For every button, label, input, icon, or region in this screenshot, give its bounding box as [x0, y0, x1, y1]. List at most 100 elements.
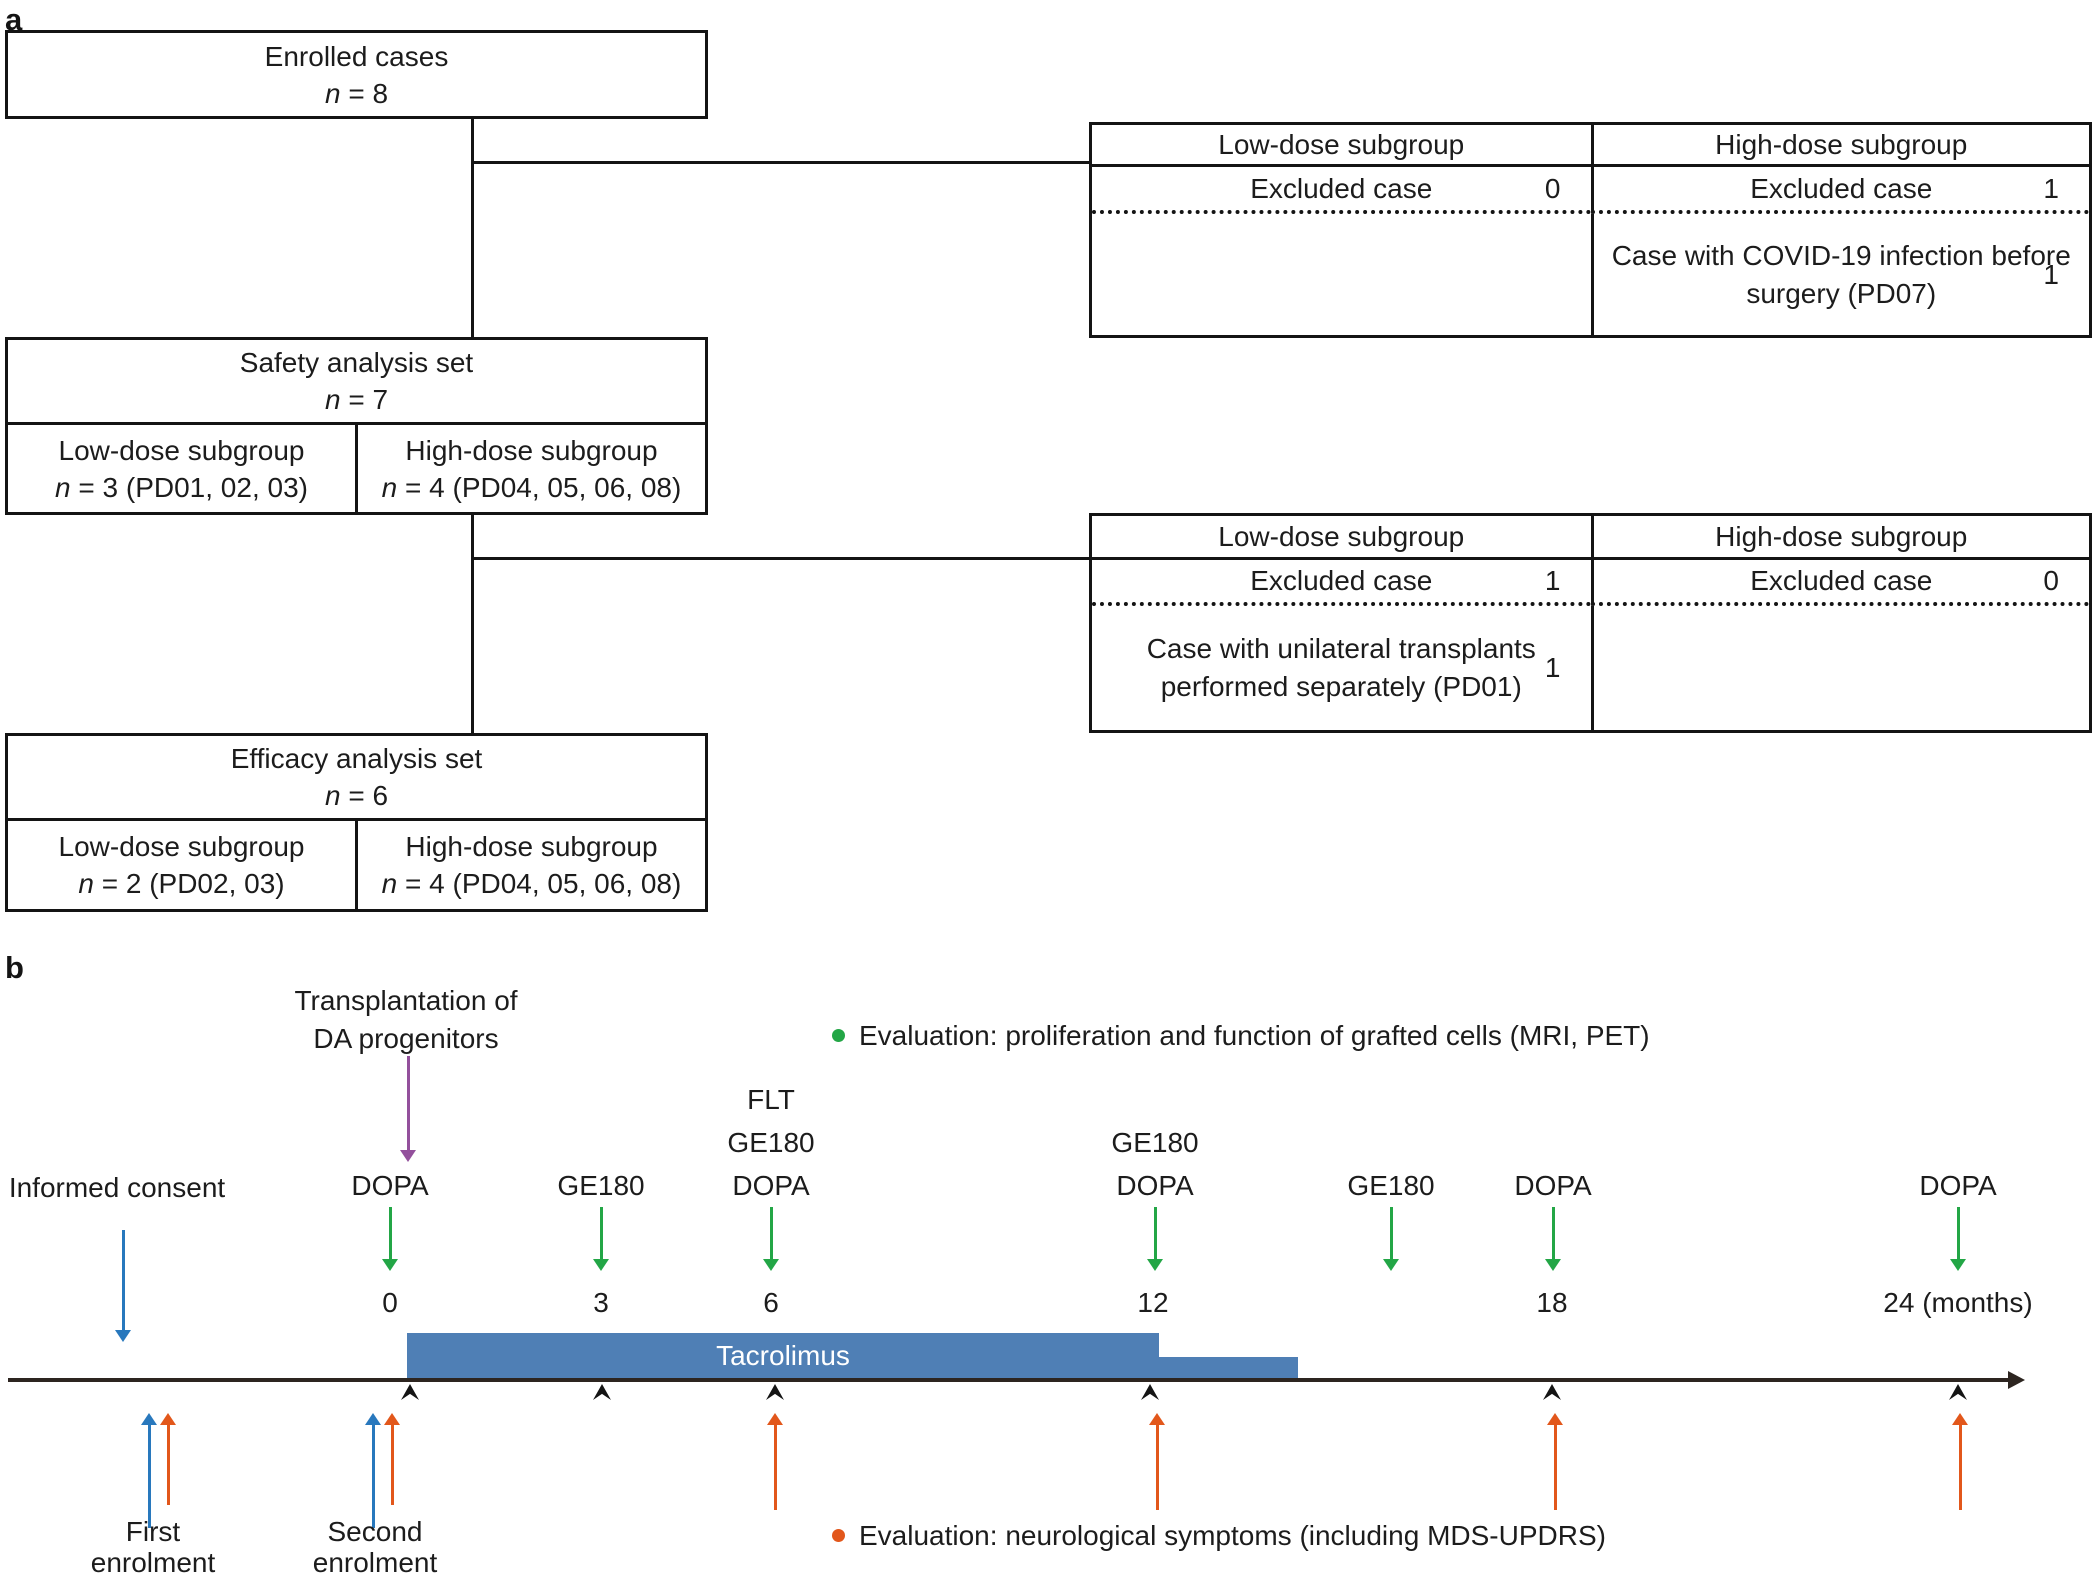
connector-to-exclusion-table-1	[473, 161, 1089, 164]
transplantation-arrow	[400, 1056, 416, 1162]
scan-label: DOPA	[1514, 1170, 1592, 1201]
exclusion2-high-excluded-label: Excluded case	[1750, 565, 1933, 596]
scan-label: DOPA	[1116, 1170, 1194, 1201]
pet-scan-arrow-month-3	[593, 1207, 609, 1271]
exclusion2-low-detail-value: 1	[1544, 652, 1561, 683]
first-enrolment-label: First enrolment	[91, 1516, 216, 1578]
month-label-24: 24 (months)	[1883, 1287, 2033, 1318]
panel-a-label: a	[5, 2, 23, 37]
scan-label: DOPA	[1919, 1170, 1997, 1201]
exclusion-table-1: Low-dose subgroup High-dose subgroup Exc…	[1089, 122, 2092, 338]
scan-label: GE180	[557, 1170, 645, 1201]
legend-imaging: Evaluation: proliferation and function o…	[832, 1017, 1650, 1054]
exclusion2-high-header: High-dose subgroup	[1590, 516, 2089, 560]
neuro-eval-arrow-month-6	[767, 1413, 783, 1510]
efficacy-high-dose-cell: High-dose subgroup n = 4 (PD04, 05, 06, …	[358, 821, 705, 909]
exclusion2-high-excluded-row: Excluded case 0	[1590, 560, 2089, 606]
safety-high-dose-cell: High-dose subgroup n = 4 (PD04, 05, 06, …	[358, 425, 705, 512]
efficacy-high-title: High-dose subgroup	[405, 831, 658, 862]
exclusion1-high-detail-value: 1	[2043, 258, 2059, 290]
tacrolimus-label: Tacrolimus	[716, 1339, 850, 1371]
exclusion2-low-excluded-label: Excluded case	[1250, 565, 1433, 596]
neuro-eval-arrow-first-enrolment	[160, 1413, 176, 1505]
pet-scan-arrow-month-0	[382, 1207, 398, 1271]
scan-label: FLT	[747, 1084, 795, 1115]
transplantation-label-line2: DA progenitors	[313, 1023, 499, 1054]
exclusion1-high-excluded-value: 1	[2043, 172, 2059, 204]
exclusion1-high-detail-cell: Case with COVID-19 infection before surg…	[1590, 214, 2090, 335]
month-label-0: 0	[382, 1287, 398, 1318]
enrolled-cases-box: Enrolled cases n = 8	[5, 30, 708, 119]
efficacy-title: Efficacy analysis set	[230, 743, 483, 774]
legend-imaging-text: Evaluation: proliferation and function o…	[859, 1020, 1650, 1051]
exclusion1-high-header: High-dose subgroup	[1590, 125, 2089, 167]
month-label-3: 3	[593, 1287, 609, 1318]
connector-to-exclusion-table-2	[473, 557, 1089, 560]
legend-neuro-text: Evaluation: neurological symptoms (inclu…	[859, 1520, 1606, 1551]
pet-scan-arrow-month-24	[1950, 1207, 1966, 1271]
scan-column-month-3: GE180	[557, 1164, 644, 1207]
tacrolimus-taper-bar	[1159, 1357, 1298, 1378]
axis-tick-month-6	[766, 1384, 784, 1400]
connector-enrolled-to-safety	[471, 119, 474, 337]
scan-column-month-6: FLT GE180 DOPA	[727, 1078, 814, 1207]
second-enrolment-line2: enrolment	[312, 1547, 438, 1578]
informed-consent-arrow	[115, 1230, 131, 1342]
panel-b-label: b	[5, 950, 24, 985]
exclusion1-low-header: Low-dose subgroup	[1092, 125, 1591, 167]
timeline-axis	[8, 1378, 2010, 1382]
second-enrolment-label: Second enrolment	[313, 1516, 438, 1578]
scan-column-month-18: DOPA	[1514, 1164, 1591, 1207]
exclusion1-high-excluded-row: Excluded case 1	[1590, 167, 2089, 214]
informed-consent-label: Informed consent	[8, 1172, 226, 1203]
scan-column-month-0: DOPA	[351, 1164, 428, 1207]
neuro-eval-arrow-month-24	[1952, 1413, 1968, 1510]
first-enrolment-line1: First	[125, 1516, 181, 1547]
efficacy-low-n: n = 2 (PD02, 03)	[78, 868, 285, 899]
pet-scan-arrow-month-18	[1545, 1207, 1561, 1271]
neuro-eval-arrow-month-18	[1547, 1413, 1563, 1510]
second-enrolment-blue-arrow	[365, 1413, 381, 1528]
scan-column-month-24: DOPA	[1919, 1164, 1996, 1207]
scan-label: GE180	[727, 1127, 815, 1158]
exclusion-table-2: Low-dose subgroup High-dose subgroup Exc…	[1089, 513, 2092, 733]
pet-scan-arrow-ge180-extra	[1383, 1207, 1399, 1271]
safety-title: Safety analysis set	[239, 347, 474, 378]
safety-high-title: High-dose subgroup	[405, 434, 658, 466]
imaging-legend-bullet-icon	[832, 1029, 845, 1042]
safety-n: n = 7	[324, 384, 389, 415]
scan-column-ge180-extra: GE180	[1347, 1164, 1434, 1207]
safety-analysis-box: Safety analysis set n = 7 Low-dose subgr…	[5, 337, 708, 515]
exclusion2-low-header: Low-dose subgroup	[1092, 516, 1591, 560]
connector-safety-to-efficacy	[471, 515, 474, 733]
safety-low-title: Low-dose subgroup	[58, 434, 305, 466]
tacrolimus-bar: Tacrolimus	[407, 1333, 1159, 1378]
scan-label: GE180	[1347, 1170, 1435, 1201]
month-label-12: 12	[1137, 1287, 1169, 1318]
efficacy-low-dose-cell: Low-dose subgroup n = 2 (PD02, 03)	[8, 821, 358, 909]
exclusion1-low-excluded-row: Excluded case 0	[1092, 167, 1591, 214]
neuro-legend-bullet-icon	[832, 1529, 845, 1542]
axis-tick-month-0	[401, 1384, 419, 1400]
efficacy-low-title: Low-dose subgroup	[58, 831, 305, 862]
enrolled-cases-title: Enrolled cases	[264, 40, 449, 72]
neuro-eval-arrow-month-12	[1149, 1413, 1165, 1510]
transplantation-label: Transplantation of DA progenitors	[294, 982, 517, 1058]
exclusion1-high-detail-label: Case with COVID-19 infection before surg…	[1611, 239, 2071, 309]
exclusion2-high-excluded-value: 0	[2043, 565, 2059, 596]
safety-low-n: n = 3 (PD01, 02, 03)	[55, 471, 308, 503]
axis-tick-month-12	[1141, 1384, 1159, 1400]
exclusion2-high-detail-cell	[1590, 606, 2090, 730]
exclusion1-low-detail-cell	[1092, 214, 1591, 335]
pet-scan-arrow-month-6	[763, 1207, 779, 1271]
efficacy-high-n: n = 4 (PD04, 05, 06, 08)	[381, 868, 682, 899]
efficacy-analysis-box: Efficacy analysis set n = 6 Low-dose sub…	[5, 733, 708, 912]
scan-label: DOPA	[351, 1170, 429, 1201]
exclusion1-high-excluded-label: Excluded case	[1750, 172, 1933, 204]
first-enrolment-line2: enrolment	[90, 1547, 216, 1578]
scan-label: GE180	[1111, 1127, 1199, 1158]
axis-tick-month-24	[1949, 1384, 1967, 1400]
exclusion2-low-detail-cell: Case with unilateral transplants perform…	[1092, 606, 1591, 730]
axis-tick-month-18	[1543, 1384, 1561, 1400]
legend-neuro: Evaluation: neurological symptoms (inclu…	[832, 1517, 1606, 1554]
